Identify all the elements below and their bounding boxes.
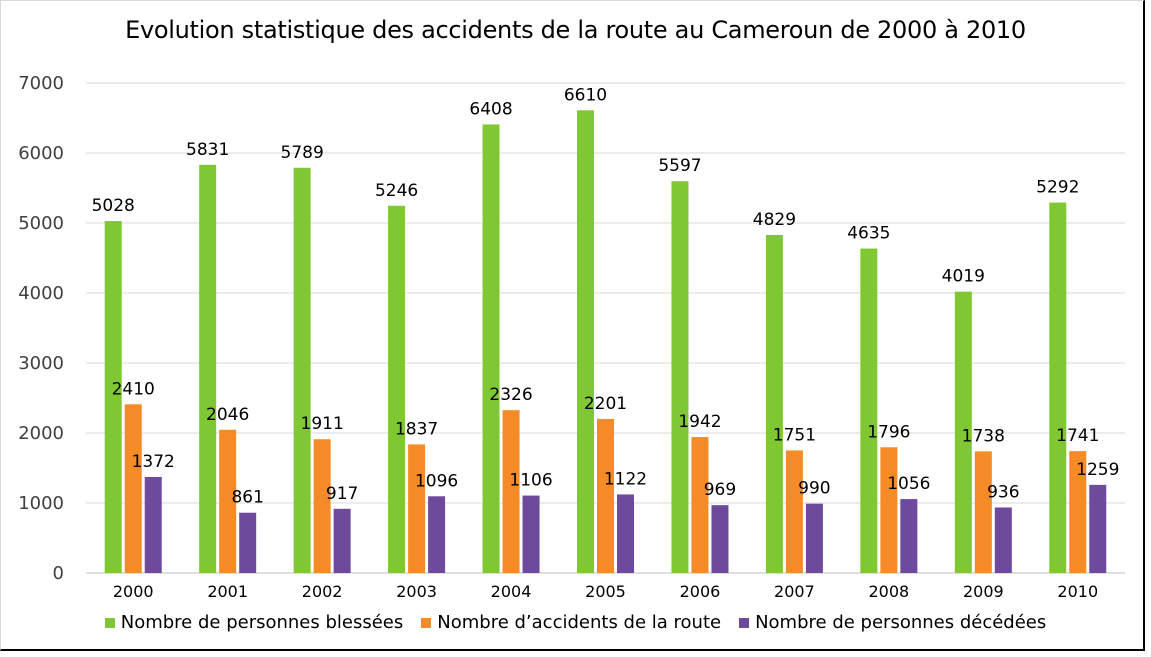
data-label: 5831 bbox=[186, 140, 229, 160]
data-label: 936 bbox=[987, 482, 1019, 502]
data-label: 1837 bbox=[395, 419, 438, 439]
legend-item: Nombre de personnes décédées bbox=[739, 612, 1046, 633]
data-label: 1372 bbox=[132, 452, 175, 472]
data-label: 2046 bbox=[206, 405, 249, 425]
bar bbox=[711, 505, 729, 573]
y-tick-label: 7000 bbox=[18, 73, 64, 94]
bar bbox=[765, 234, 783, 573]
legend-label: Nombre de personnes blessées bbox=[120, 612, 404, 633]
bar bbox=[313, 439, 331, 573]
bar bbox=[199, 164, 217, 573]
bar bbox=[900, 499, 918, 573]
data-label: 1122 bbox=[604, 469, 647, 489]
bar bbox=[974, 451, 992, 573]
y-tick-label: 5000 bbox=[18, 213, 64, 234]
data-label: 1056 bbox=[887, 474, 930, 494]
x-tick-label: 2010 bbox=[1057, 582, 1098, 601]
bar bbox=[860, 248, 878, 574]
data-label: 5246 bbox=[375, 181, 418, 201]
x-tick-label: 2001 bbox=[207, 582, 248, 601]
bar bbox=[577, 110, 594, 574]
data-label: 2410 bbox=[112, 379, 155, 399]
bar bbox=[219, 429, 237, 573]
y-tick-label: 2000 bbox=[18, 423, 64, 444]
bar bbox=[1069, 451, 1087, 573]
data-label: 4635 bbox=[847, 224, 890, 244]
bar bbox=[502, 410, 520, 573]
bar bbox=[597, 418, 614, 573]
data-label: 1751 bbox=[773, 425, 816, 445]
bar bbox=[785, 450, 803, 573]
legend-item: Nombre d’accidents de la route bbox=[421, 612, 721, 633]
bar bbox=[144, 476, 162, 573]
data-label: 861 bbox=[231, 488, 263, 508]
bar bbox=[691, 437, 709, 573]
bar bbox=[408, 444, 426, 573]
x-tick-label: 2008 bbox=[869, 582, 910, 601]
data-label: 6610 bbox=[564, 85, 607, 105]
y-tick-label: 4000 bbox=[18, 283, 64, 304]
bar bbox=[617, 494, 634, 573]
data-label: 5597 bbox=[658, 156, 701, 176]
legend-swatch bbox=[104, 617, 115, 628]
bar bbox=[954, 291, 972, 573]
legend-swatch bbox=[421, 617, 432, 628]
data-label: 2201 bbox=[584, 394, 627, 414]
y-tick-label: 3000 bbox=[18, 353, 64, 374]
bar bbox=[428, 496, 446, 573]
data-label: 1796 bbox=[867, 422, 910, 442]
data-label: 5292 bbox=[1036, 178, 1079, 198]
x-tick-label: 2003 bbox=[396, 582, 437, 601]
data-label: 1942 bbox=[678, 412, 721, 432]
bar bbox=[671, 181, 689, 573]
bar bbox=[1089, 484, 1107, 573]
data-label: 5789 bbox=[281, 143, 324, 163]
bar bbox=[333, 508, 351, 573]
data-label: 6408 bbox=[469, 99, 512, 119]
legend-label: Nombre de personnes décédées bbox=[755, 612, 1047, 633]
data-label: 1259 bbox=[1076, 460, 1119, 480]
bar bbox=[293, 167, 311, 573]
bar bbox=[880, 447, 898, 573]
data-label: 4019 bbox=[942, 267, 985, 287]
bar bbox=[388, 205, 406, 573]
bar bbox=[805, 503, 823, 573]
bar bbox=[1049, 202, 1067, 573]
chart-title: Evolution statistique des accidents de l… bbox=[125, 16, 1026, 44]
data-label: 990 bbox=[798, 479, 830, 499]
data-label: 2326 bbox=[489, 385, 532, 405]
bar bbox=[104, 221, 122, 574]
legend-swatch bbox=[739, 617, 750, 628]
data-label: 1741 bbox=[1056, 426, 1099, 446]
x-tick-label: 2009 bbox=[963, 582, 1004, 601]
legend-item: Nombre de personnes blessées bbox=[104, 612, 404, 633]
data-label: 1106 bbox=[509, 471, 552, 491]
data-label: 1096 bbox=[415, 471, 458, 491]
data-label: 917 bbox=[326, 484, 358, 504]
data-label: 4829 bbox=[753, 210, 796, 230]
x-tick-label: 2002 bbox=[302, 582, 343, 601]
y-tick-label: 0 bbox=[53, 563, 64, 584]
data-label: 5028 bbox=[92, 196, 135, 216]
chart-legend: Nombre de personnes blessées Nombre d’acc… bbox=[0, 612, 1151, 633]
y-tick-label: 1000 bbox=[18, 493, 64, 514]
x-tick-label: 2004 bbox=[491, 582, 532, 601]
data-label: 969 bbox=[704, 480, 736, 500]
y-tick-label: 6000 bbox=[18, 143, 64, 164]
x-tick-label: 2005 bbox=[585, 582, 626, 601]
bar bbox=[522, 495, 540, 573]
x-tick-label: 2006 bbox=[680, 582, 721, 601]
data-label: 1738 bbox=[962, 426, 1005, 446]
x-tick-label: 2000 bbox=[113, 582, 154, 601]
x-tick-label: 2007 bbox=[774, 582, 815, 601]
data-label: 1911 bbox=[301, 414, 344, 434]
bar bbox=[994, 507, 1012, 573]
bar bbox=[124, 404, 142, 573]
legend-label: Nombre d’accidents de la route bbox=[437, 612, 722, 633]
bar bbox=[239, 512, 257, 573]
bar bbox=[482, 124, 500, 573]
